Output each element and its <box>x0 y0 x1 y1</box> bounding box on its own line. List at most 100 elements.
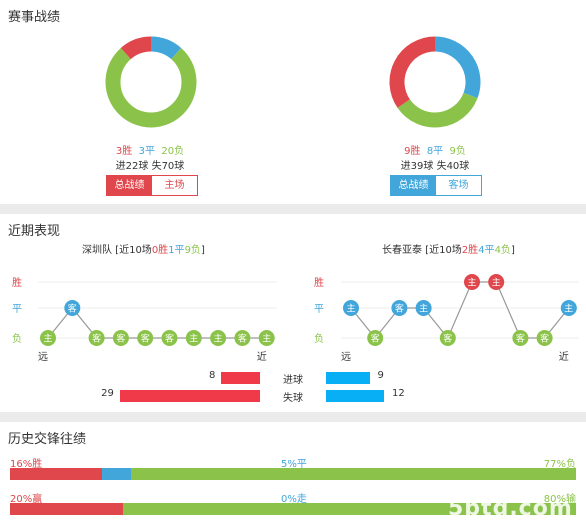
match-venue-label: 客 <box>92 333 101 345</box>
history-row1-right: 77%负 <box>543 459 576 470</box>
left-recent-title: 深圳队 [近10场0胜1平9负] <box>82 245 205 256</box>
tab-home-left[interactable]: 主场 <box>164 180 185 191</box>
match-point <box>415 300 432 316</box>
match-venue-label: 主 <box>492 277 501 289</box>
match-venue-label: 主 <box>43 333 52 345</box>
y-label-win: 胜 <box>12 277 22 289</box>
match-venue-label: 客 <box>371 333 380 345</box>
left-losses: 20负 <box>161 146 185 157</box>
recent-panel: 近期表现 深圳队 [近10场0胜1平9负] 长春亚泰 [近10场2胜4平4负] … <box>0 214 586 412</box>
history-row2-mid: 0%走 <box>281 494 307 505</box>
match-venue-label: 主 <box>419 303 428 315</box>
left-goals-line: 进22球 失70球 <box>115 161 185 172</box>
left-conceded-value: 29 <box>101 388 114 399</box>
y-label-loss: 负 <box>314 332 324 345</box>
match-venue-label: 客 <box>68 303 77 315</box>
match-venue-label: 主 <box>467 277 476 289</box>
section-title-recent: 近期表现 <box>8 224 61 239</box>
donut-slice-draws <box>434 36 481 99</box>
left-goals-value: 8 <box>208 370 216 381</box>
right-wins: 9胜 <box>404 146 421 157</box>
match-point <box>536 330 553 346</box>
match-point <box>112 330 129 346</box>
y-label-draw: 平 <box>314 304 324 315</box>
match-point <box>234 330 251 346</box>
match-point <box>185 330 202 346</box>
match-point <box>367 330 384 346</box>
right-draws: 8平 <box>426 146 444 157</box>
history-row2-right: 80%输 <box>543 494 576 505</box>
donut-slice-draws <box>150 36 182 60</box>
y-label-draw: 平 <box>12 304 22 315</box>
match-venue-label: 客 <box>116 333 125 345</box>
right-goals-bar <box>326 372 370 384</box>
match-point <box>210 330 227 346</box>
y-label-win: 胜 <box>314 277 324 289</box>
right-goals-value: 9 <box>377 370 384 381</box>
right-tabs: 总战绩 客场 <box>390 175 482 196</box>
right-record: 9胜 8平 9负 <box>385 142 485 157</box>
right-donut-chart <box>389 36 481 128</box>
left-tabs: 总战绩 主场 <box>106 175 198 196</box>
match-venue-label: 客 <box>516 333 525 345</box>
history-row1-left: 16%胜 <box>10 459 43 470</box>
right-recent-title: 长春亚泰 [近10场2胜4平4负] <box>382 245 515 256</box>
season-panel: 赛事战绩 3胜 3平 20负 进22球 失70球 总战绩 主场 9胜 8平 9负… <box>0 0 586 204</box>
match-venue-label: 主 <box>564 303 573 315</box>
history-bar-win-draw-loss <box>10 468 576 480</box>
x-label-far: 远 <box>38 351 48 363</box>
match-point <box>40 330 56 346</box>
donut-slice-losses <box>397 92 478 128</box>
right-conceded-bar <box>326 390 384 402</box>
x-label-far: 远 <box>341 351 351 363</box>
left-goals-bar <box>221 372 260 384</box>
match-point <box>161 330 178 346</box>
history-segment-win <box>10 468 103 480</box>
history-row1-mid: 5%平 <box>281 459 307 470</box>
donut-slice-wins <box>120 36 152 60</box>
match-venue-label: 主 <box>214 333 223 345</box>
match-point <box>137 330 154 346</box>
history-segment-win <box>10 503 124 515</box>
match-point <box>64 300 81 316</box>
right-goals-line: 进39球 失40球 <box>400 161 470 172</box>
tab-total-record-right[interactable]: 总战绩 <box>391 176 436 195</box>
x-label-near: 近 <box>257 350 267 363</box>
tab-away-right[interactable]: 客场 <box>448 180 469 191</box>
match-venue-label: 主 <box>346 303 355 315</box>
history-bar-handicap <box>10 503 576 515</box>
left-record: 3胜 3平 20负 <box>100 142 200 157</box>
section-title-history: 历史交锋往绩 <box>8 432 87 447</box>
match-venue-label: 客 <box>395 303 404 315</box>
match-point <box>258 330 275 346</box>
left-trend-chart: 胜平负 主客客客客客主主客主远近 <box>12 277 277 363</box>
match-point <box>439 330 456 346</box>
match-point <box>464 274 480 290</box>
history-segment-draw <box>102 468 132 480</box>
match-point <box>488 274 505 290</box>
watermark: 5btq.com <box>448 496 573 521</box>
tab-total-record-left[interactable]: 总战绩 <box>107 176 152 195</box>
section-title-season: 赛事战绩 <box>8 10 61 25</box>
goals-label: 进球 <box>283 375 303 386</box>
right-trend-chart: 胜平负主客客 主客主 主客 客主远近 <box>314 274 579 363</box>
left-wins: 3胜 <box>115 146 133 157</box>
match-venue-label: 客 <box>141 333 150 345</box>
match-point <box>88 330 105 346</box>
trend-line <box>47 307 267 339</box>
match-point <box>391 300 408 316</box>
trend-line <box>350 281 570 340</box>
match-point <box>512 330 529 346</box>
match-venue-label: 客 <box>238 333 247 345</box>
history-panel: 历史交锋往绩 16%胜 5%平 77%负 20%赢 0%走 80%输 5btq.… <box>0 422 586 525</box>
left-draws: 3平 <box>138 146 155 157</box>
match-venue-label: 主 <box>189 333 198 345</box>
history-segment-loss <box>123 503 576 515</box>
left-donut-chart <box>105 36 197 128</box>
match-point <box>560 300 577 316</box>
history-row2-left: 20%赢 <box>10 494 43 505</box>
right-losses: 9负 <box>449 146 466 157</box>
conceded-label: 失球 <box>283 393 303 404</box>
donut-slice-wins <box>389 36 436 108</box>
y-label-loss: 负 <box>12 332 22 345</box>
